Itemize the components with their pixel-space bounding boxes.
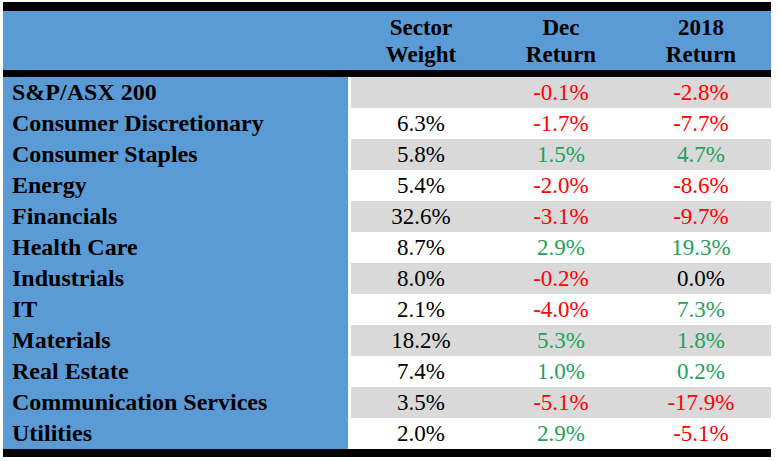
sector-name: Financials: [3, 201, 348, 232]
header-line: Weight: [351, 41, 491, 68]
dec-return-value: -3.1%: [491, 201, 631, 232]
2018-return-value: -5.1%: [631, 418, 771, 449]
table-row-health-care: Health Care 8.7% 2.9% 19.3%: [3, 232, 771, 263]
dec-return-value: -5.1%: [491, 387, 631, 418]
2018-return-value: -8.6%: [631, 170, 771, 201]
column-header-dec-return: Dec Return: [491, 14, 631, 68]
2018-return-value: 7.3%: [631, 294, 771, 325]
table-row-communication-services: Communication Services 3.5% -5.1% -17.9%: [3, 387, 771, 418]
sector-weight-value: 7.4%: [351, 356, 491, 387]
header-line: Dec: [491, 14, 631, 41]
table-row-materials: Materials 18.2% 5.3% 1.8%: [3, 325, 771, 356]
sector-name: S&P/ASX 200: [3, 77, 348, 108]
header-line: Return: [631, 41, 771, 68]
sector-weight-value: 2.1%: [351, 294, 491, 325]
sector-name: Energy: [3, 170, 348, 201]
sector-weight-value: 3.5%: [351, 387, 491, 418]
sector-weight-value: 6.3%: [351, 108, 491, 139]
sector-name: Consumer Discretionary: [3, 108, 348, 139]
sector-name: Utilities: [3, 418, 348, 449]
dec-return-value: -2.0%: [491, 170, 631, 201]
table-row-consumer-staples: Consumer Staples 5.8% 1.5% 4.7%: [3, 139, 771, 170]
dec-return-value: -4.0%: [491, 294, 631, 325]
column-header-2018-return: 2018 Return: [631, 14, 771, 68]
dec-return-value: -0.1%: [491, 77, 631, 108]
sector-weight-value: 2.0%: [351, 418, 491, 449]
2018-return-value: -9.7%: [631, 201, 771, 232]
2018-return-value: 19.3%: [631, 232, 771, 263]
table-body: S&P/ASX 200 -0.1% -2.8% Consumer Discret…: [3, 77, 771, 449]
dec-return-value: 1.0%: [491, 356, 631, 387]
dec-return-value: 1.5%: [491, 139, 631, 170]
sector-weight-value: 8.0%: [351, 263, 491, 294]
table-row-industrials: Industrials 8.0% -0.2% 0.0%: [3, 263, 771, 294]
sector-weight-value: 32.6%: [351, 201, 491, 232]
sector-name: Health Care: [3, 232, 348, 263]
sector-name: Communication Services: [3, 387, 348, 418]
table-header-row: Sector Weight Dec Return 2018 Return: [3, 11, 771, 70]
header-line: Sector: [351, 14, 491, 41]
table-row-real-estate: Real Estate 7.4% 1.0% 0.2%: [3, 356, 771, 387]
dec-return-value: 2.9%: [491, 232, 631, 263]
2018-return-value: 4.7%: [631, 139, 771, 170]
table-row-it: IT 2.1% -4.0% 7.3%: [3, 294, 771, 325]
sector-returns-table: Sector Weight Dec Return 2018 Return S&P…: [3, 2, 771, 457]
sector-name-header-spacer: [3, 11, 351, 70]
2018-return-value: 0.2%: [631, 356, 771, 387]
table-row-consumer-discretionary: Consumer Discretionary 6.3% -1.7% -7.7%: [3, 108, 771, 139]
2018-return-value: 0.0%: [631, 263, 771, 294]
2018-return-value: 1.8%: [631, 325, 771, 356]
table-row-energy: Energy 5.4% -2.0% -8.6%: [3, 170, 771, 201]
table-row-utilities: Utilities 2.0% 2.9% -5.1%: [3, 418, 771, 449]
dec-return-value: 2.9%: [491, 418, 631, 449]
dec-return-value: 5.3%: [491, 325, 631, 356]
header-line: Return: [491, 41, 631, 68]
2018-return-value: -17.9%: [631, 387, 771, 418]
dec-return-value: -1.7%: [491, 108, 631, 139]
sector-weight-value: [351, 77, 491, 108]
2018-return-value: -7.7%: [631, 108, 771, 139]
sector-weight-value: 5.4%: [351, 170, 491, 201]
table-row-sp-asx-200: S&P/ASX 200 -0.1% -2.8%: [3, 77, 771, 108]
header-line: 2018: [631, 14, 771, 41]
sector-name: Consumer Staples: [3, 139, 348, 170]
sector-name: Industrials: [3, 263, 348, 294]
dec-return-value: -0.2%: [491, 263, 631, 294]
2018-return-value: -2.8%: [631, 77, 771, 108]
sector-weight-value: 18.2%: [351, 325, 491, 356]
header-divider: [3, 70, 771, 77]
sector-name: Materials: [3, 325, 348, 356]
sector-weight-value: 5.8%: [351, 139, 491, 170]
table-bottom-border: [3, 449, 771, 457]
sector-weight-value: 8.7%: [351, 232, 491, 263]
column-header-sector-weight: Sector Weight: [351, 14, 491, 68]
table-row-financials: Financials 32.6% -3.1% -9.7%: [3, 201, 771, 232]
sector-name: IT: [3, 294, 348, 325]
table-top-border: [3, 2, 771, 11]
sector-name: Real Estate: [3, 356, 348, 387]
